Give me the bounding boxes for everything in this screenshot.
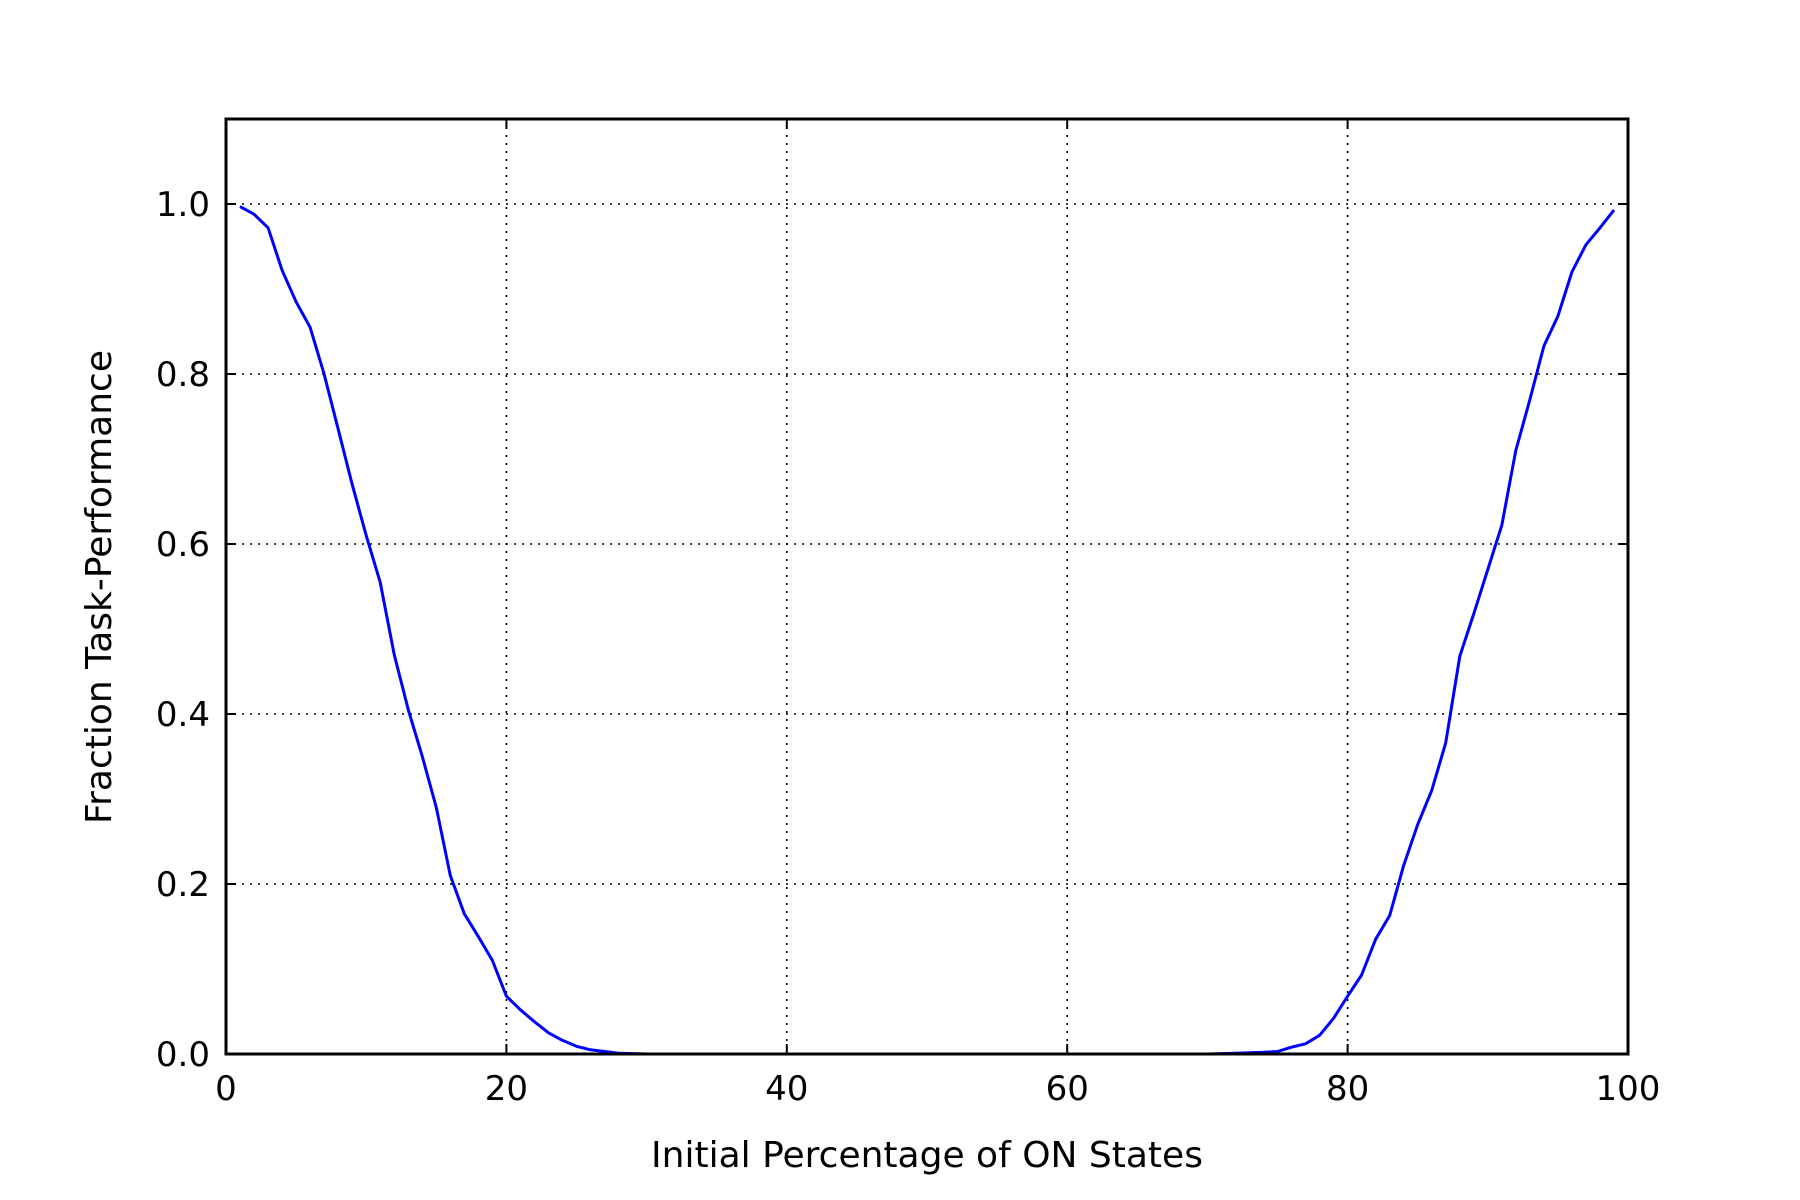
y-axis-label: Fraction Task-Performance	[79, 350, 120, 824]
x-tick-label: 80	[1326, 1069, 1369, 1109]
x-tick-label: 60	[1046, 1069, 1089, 1109]
series-line	[239, 205, 1616, 1056]
x-tick-label: 40	[765, 1069, 808, 1109]
x-tick-label: 0	[215, 1069, 237, 1109]
axis-ticks	[225, 119, 1629, 1055]
x-tick-label: 20	[485, 1069, 528, 1109]
plot-area	[239, 205, 1616, 1056]
plot-frame	[224, 117, 1630, 1056]
x-tick-label: 100	[1596, 1069, 1661, 1109]
grid	[226, 119, 1628, 1054]
y-tick-label: 0.2	[156, 865, 210, 905]
y-tick-label: 0.6	[156, 525, 210, 565]
tick-labels: 0 20 40 60 80 100 0.0 0.2 0.4 0.6 0.8 1.0	[156, 185, 1661, 1109]
y-tick-label: 0.4	[156, 695, 210, 735]
y-tick-label: 0.0	[156, 1035, 210, 1075]
y-tick-label: 1.0	[156, 185, 210, 225]
x-axis-label: Initial Percentage of ON States	[651, 1135, 1203, 1176]
y-tick-label: 0.8	[156, 355, 210, 395]
